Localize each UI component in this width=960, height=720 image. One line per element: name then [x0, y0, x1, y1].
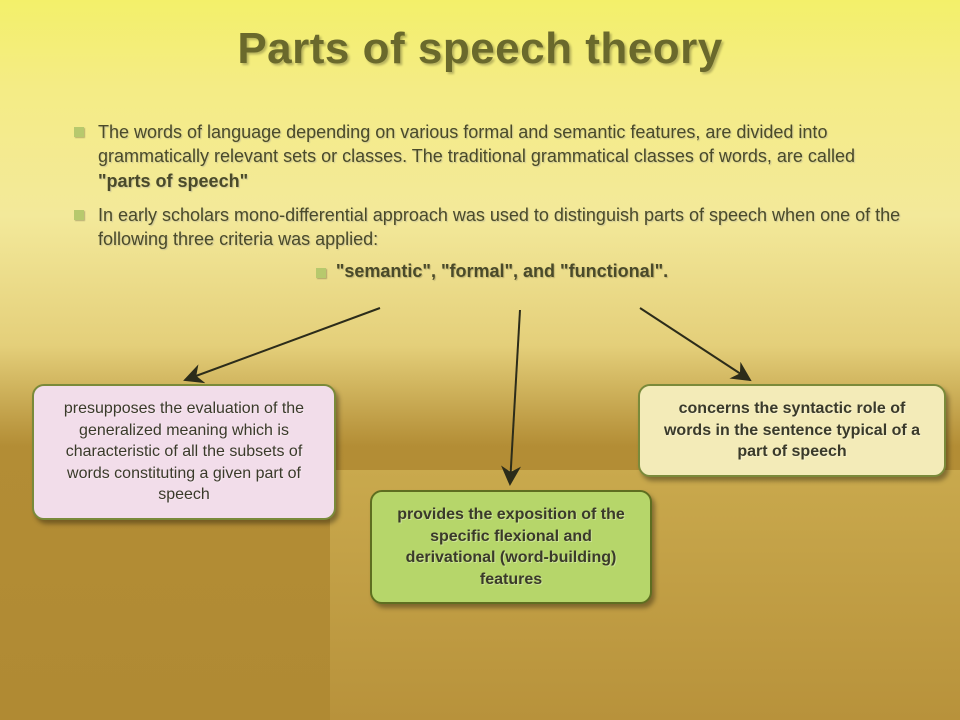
callout-semantic: presupposes the evaluation of the genera…: [32, 384, 336, 520]
slide-title: Parts of speech theory: [0, 24, 960, 74]
criteria-row: "semantic", "formal", and "functional".: [74, 261, 910, 282]
bullet-marker-icon: [74, 210, 84, 220]
bullet-marker-icon: [74, 127, 84, 137]
criteria-text: "semantic", "formal", and "functional".: [336, 261, 668, 282]
bullet-2-text: In early scholars mono-differential appr…: [98, 203, 910, 252]
bullet-1-pre: The words of language depending on vario…: [98, 122, 855, 166]
bullet-1-text: The words of language depending on vario…: [98, 120, 910, 193]
bullet-2: In early scholars mono-differential appr…: [74, 203, 910, 252]
bullet-marker-icon: [316, 268, 326, 278]
arrow-right: [640, 308, 750, 380]
bullet-list: The words of language depending on vario…: [74, 120, 910, 282]
bullet-1-bold: "parts of speech": [98, 171, 248, 191]
bullet-1: The words of language depending on vario…: [74, 120, 910, 193]
slide: Parts of speech theory The words of lang…: [0, 0, 960, 720]
callout-formal: provides the exposition of the specific …: [370, 490, 652, 604]
arrow-left: [185, 308, 380, 380]
arrow-middle: [510, 310, 520, 484]
callout-functional: concerns the syntactic role of words in …: [638, 384, 946, 477]
